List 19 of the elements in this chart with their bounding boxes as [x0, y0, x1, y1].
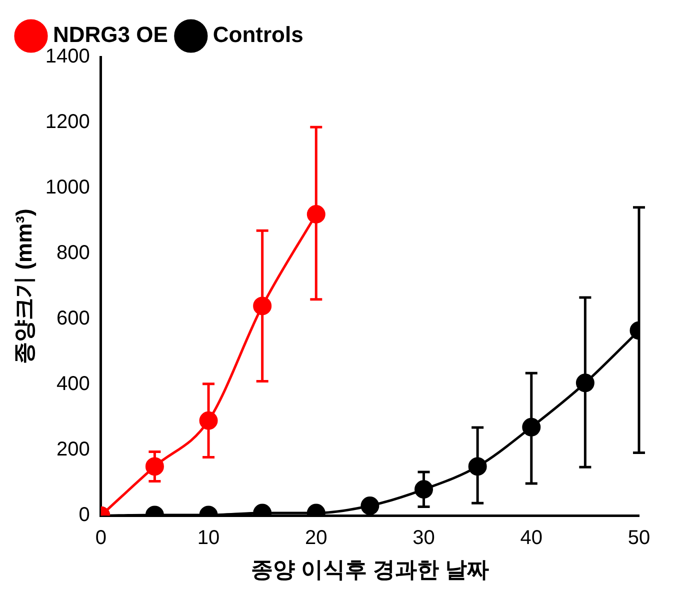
y-tick-label: 1400 [45, 46, 90, 68]
y-axis-title: 종양크기 (mm³) [11, 208, 36, 364]
x-tick-label: 0 [95, 527, 106, 550]
y-tick-label: 200 [56, 438, 90, 461]
x-tick-label: 10 [197, 527, 220, 550]
y-tick-label: 400 [56, 373, 90, 396]
x-axis-title: 종양 이식후 경과한 날짜 [250, 556, 490, 582]
x-tick-label: 50 [628, 527, 650, 550]
x-tick-label: 20 [305, 527, 328, 550]
x-tick-label: 30 [412, 527, 435, 550]
x-tick-label: 40 [520, 527, 543, 550]
legend-label: Controls [212, 22, 304, 48]
y-tick-label: 1000 [45, 176, 90, 199]
y-tick-label: 800 [56, 242, 90, 264]
legend-label: NDRG3 OE [53, 22, 168, 48]
y-tick-label: 600 [56, 308, 90, 330]
y-tick-label: 1200 [45, 111, 90, 134]
y-tick-label: 0 [78, 504, 90, 526]
point [360, 496, 380, 516]
